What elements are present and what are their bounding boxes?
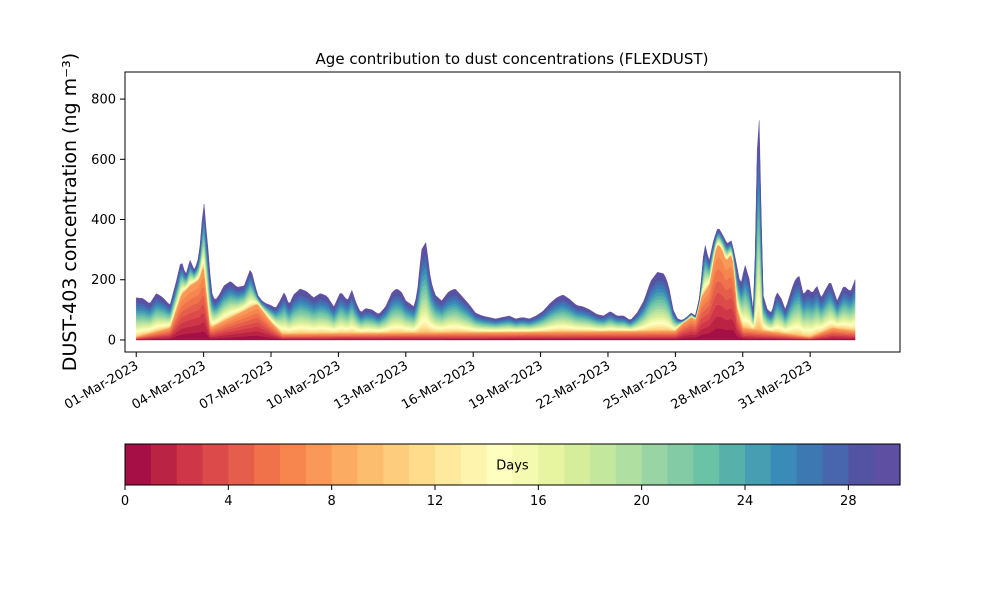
colorbar: Days 0 4 8 12 16 20 24 28 xyxy=(121,443,901,509)
x-tick-label: 16-Mar-2023 xyxy=(399,358,478,412)
x-tick-label: 31-Mar-2023 xyxy=(736,358,815,412)
colorbar-cell xyxy=(796,444,824,485)
colorbar-cell xyxy=(331,444,359,485)
x-tick-label: 19-Mar-2023 xyxy=(466,358,545,412)
colorbar-label: Days xyxy=(496,459,529,474)
colorbar-cell xyxy=(228,444,255,485)
colorbar-cell xyxy=(874,444,901,485)
colorbar-cell xyxy=(848,444,875,485)
colorbar-cell xyxy=(512,444,539,485)
colorbar-cell xyxy=(538,444,565,485)
colorbar-tick-label: 20 xyxy=(633,494,650,509)
colorbar-tick-label: 28 xyxy=(840,494,857,509)
chart-title: Age contribution to dust concentrations … xyxy=(316,50,709,68)
colorbar-cells xyxy=(125,444,901,485)
colorbar-cell xyxy=(125,444,152,485)
colorbar-cell xyxy=(822,444,849,485)
colorbar-cell xyxy=(745,444,772,485)
colorbar-tick-label: 0 xyxy=(121,494,129,509)
colorbar-cell xyxy=(435,444,462,485)
y-tick-label: 800 xyxy=(91,93,116,108)
colorbar-cell xyxy=(305,444,333,485)
x-tick-label: 10-Mar-2023 xyxy=(264,358,343,412)
colorbar-cell xyxy=(693,444,720,485)
colorbar-tick-label: 12 xyxy=(427,494,444,509)
y-tick-label: 600 xyxy=(91,153,116,168)
colorbar-cell xyxy=(460,444,488,485)
x-tick-label: 04-Mar-2023 xyxy=(129,358,208,412)
plot-area: 0 200 400 600 800 01-Mar-202304-Mar-202307-M… xyxy=(62,71,901,413)
y-axis-label: DUST-403 concentration (ng m⁻³) xyxy=(59,53,81,371)
colorbar-cell xyxy=(254,444,281,485)
plot-frame xyxy=(124,71,901,353)
x-tick-label: 28-Mar-2023 xyxy=(669,358,748,412)
colorbar-cell xyxy=(280,444,307,485)
y-tick-label: 200 xyxy=(91,273,116,288)
colorbar-cell xyxy=(409,444,436,485)
colorbar-cell xyxy=(667,444,694,485)
x-tick-label: 13-Mar-2023 xyxy=(332,358,411,412)
y-tick-label: 400 xyxy=(91,213,116,228)
y-axis-ticks: 0 200 400 600 800 xyxy=(91,93,125,348)
colorbar-cell xyxy=(176,444,204,485)
colorbar-cell xyxy=(615,444,643,485)
colorbar-cell xyxy=(641,444,669,485)
colorbar-tick-label: 16 xyxy=(530,494,547,509)
colorbar-cell xyxy=(564,444,591,485)
colorbar-cell xyxy=(486,444,514,485)
x-tick-label: 07-Mar-2023 xyxy=(197,358,276,412)
colorbar-cell xyxy=(770,444,798,485)
age-layer-day-29 xyxy=(136,120,856,321)
colorbar-tick-label: 24 xyxy=(737,494,754,509)
x-axis-ticks: 01-Mar-202304-Mar-202307-Mar-202310-Mar-… xyxy=(62,352,815,413)
colorbar-cell xyxy=(150,444,178,485)
colorbar-cell xyxy=(357,444,384,485)
colorbar-cell xyxy=(383,444,410,485)
colorbar-cell xyxy=(202,444,229,485)
colorbar-cell xyxy=(719,444,746,485)
colorbar-tick-label: 4 xyxy=(224,494,232,509)
colorbar-tick-label: 8 xyxy=(328,494,336,509)
age-contribution-areas xyxy=(136,120,856,341)
colorbar-frame xyxy=(124,443,901,486)
colorbar-cell xyxy=(590,444,617,485)
x-tick-label: 25-Mar-2023 xyxy=(601,358,680,412)
x-tick-label: 22-Mar-2023 xyxy=(534,358,613,412)
colorbar-ticks: 0 4 8 12 16 20 24 28 xyxy=(121,485,857,509)
y-tick-label: 0 xyxy=(108,333,116,348)
